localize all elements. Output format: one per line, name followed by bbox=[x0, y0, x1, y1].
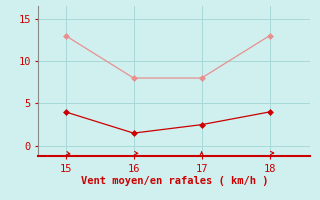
X-axis label: Vent moyen/en rafales ( km/h ): Vent moyen/en rafales ( km/h ) bbox=[81, 176, 268, 186]
